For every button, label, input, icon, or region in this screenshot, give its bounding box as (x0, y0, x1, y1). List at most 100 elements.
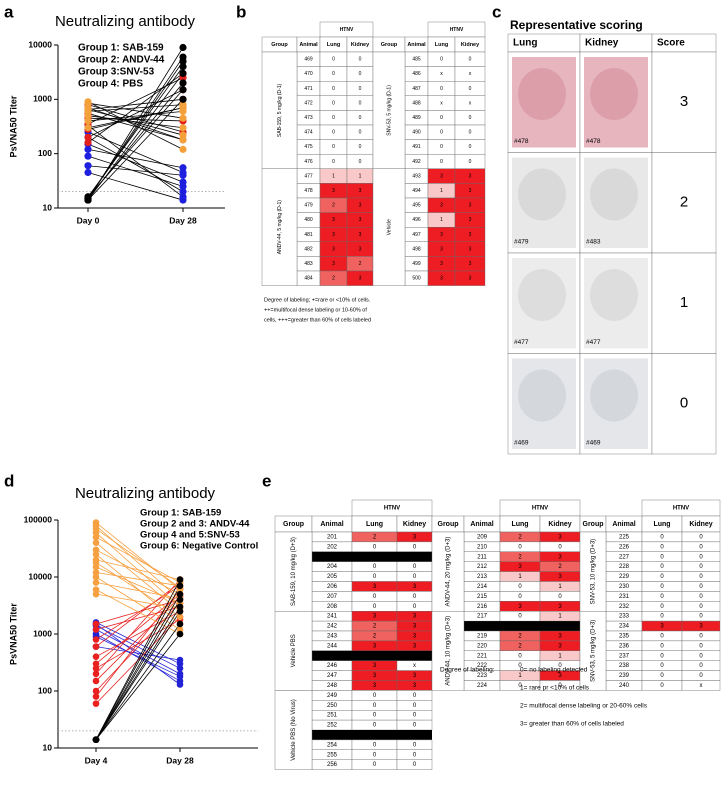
cell-text: 3 (373, 584, 377, 590)
cell-text: 0 (518, 614, 522, 620)
point (176, 608, 184, 615)
cell-text: 202 (327, 544, 338, 550)
cell-text: 0 (413, 574, 417, 580)
cell-text: 0 (660, 554, 664, 560)
cell-text: 494 (412, 188, 421, 194)
column-header: Kidney (585, 38, 619, 49)
cell-text: 3 (373, 673, 377, 679)
table-header: HTNV (450, 27, 464, 33)
cell-text: 3 (332, 217, 335, 223)
group-label: SNV-53, 10 mg/kg (D+3) (591, 539, 597, 605)
cell-text: 0 (373, 594, 377, 600)
cell-text: 0 (660, 683, 664, 689)
cell-text: 0 (413, 752, 417, 758)
cell-text: 235 (619, 634, 630, 640)
column-header: Lung (366, 521, 383, 528)
point (179, 131, 187, 139)
cell-text: 0 (469, 57, 472, 63)
cell-text: 482 (304, 246, 313, 252)
cell-text: 0 (413, 703, 417, 709)
cell-text: 0 (660, 564, 664, 570)
table-cell (579, 611, 607, 691)
cell-text: 233 (619, 614, 630, 620)
cell-text: 3 (373, 663, 377, 669)
cell-text: 3 (359, 203, 362, 209)
cell-text: 0 (699, 535, 703, 541)
pair-line (95, 525, 181, 600)
column-header: Kidney (689, 521, 712, 528)
group-label: SAB-159, 10 mg/kg (D+3) (291, 537, 297, 606)
table-cell (261, 168, 298, 286)
cell-text: 220 (477, 643, 488, 649)
image-label: #478 (514, 138, 529, 145)
pair-line (95, 559, 181, 580)
cell-text: 1 (518, 673, 522, 679)
pair-line (95, 522, 181, 590)
cell-text: 209 (477, 535, 488, 541)
point (84, 145, 92, 153)
cell-text: 475 (304, 144, 313, 150)
cell-text: 497 (412, 232, 421, 238)
cell-text: 0 (413, 723, 417, 729)
point (84, 98, 92, 106)
pair-line (95, 611, 181, 740)
table-header: HTNV (673, 506, 689, 512)
cell-text: 0 (660, 544, 664, 550)
point (92, 670, 100, 678)
column-header: Group (438, 521, 459, 528)
cell-text: 480 (304, 217, 313, 223)
point (92, 677, 100, 685)
cell-text: 3 (440, 232, 443, 238)
cell-text: 0 (660, 594, 664, 600)
cell-text: 241 (327, 614, 338, 620)
cell-text: 3 (332, 246, 335, 252)
cell-text: 0 (518, 663, 522, 669)
cell-text: 3 (440, 173, 443, 179)
cell-text: 0 (359, 159, 362, 165)
cell-text: 0 (413, 544, 417, 550)
cell-text: 498 (412, 246, 421, 252)
cell-text: 236 (619, 643, 630, 649)
cell-text: 1 (558, 614, 562, 620)
image-label: #478 (586, 138, 601, 145)
point (92, 525, 100, 533)
point (84, 138, 92, 147)
point (176, 620, 184, 628)
pair-line (95, 599, 181, 740)
cell-text: 476 (304, 159, 313, 165)
cell-text: 212 (477, 564, 488, 570)
cell-text: 3 (440, 246, 443, 252)
score: 3 (680, 93, 688, 110)
cell-text: 0 (518, 594, 522, 600)
cell-text: 0 (373, 564, 377, 570)
pair-line (87, 109, 184, 136)
point (84, 152, 92, 160)
pair-line (95, 623, 181, 685)
pair-line (87, 101, 184, 150)
cell-text: x (700, 683, 703, 689)
cell-text: 0 (440, 144, 443, 150)
cell-text: 0 (413, 713, 417, 719)
panel-label: d (4, 471, 14, 490)
cell-text: 481 (304, 232, 313, 238)
cell-text: 0 (413, 564, 417, 570)
cell-text: 0 (699, 574, 703, 580)
cell-text: 470 (304, 71, 313, 77)
pair-line (95, 589, 181, 635)
pair-line (95, 582, 181, 599)
cell-text: 1 (440, 217, 443, 223)
cell-text: 490 (412, 130, 421, 136)
blank-row (312, 650, 432, 661)
point (92, 539, 100, 546)
cell-text: 3 (558, 643, 562, 649)
cell-text: 3 (413, 614, 417, 620)
cell-text: 489 (412, 115, 421, 121)
x-tick-label: Day 28 (169, 215, 197, 225)
chart-title: Neutralizing antibody (75, 485, 216, 502)
pair-line (95, 542, 181, 612)
cell-text: 3 (413, 624, 417, 630)
cell-text: x (440, 100, 443, 106)
footnote: ++=multifocal dense labeling or 10-60% o… (264, 307, 367, 313)
y-tick-label: 10000 (28, 571, 52, 581)
cell-text: 1 (440, 188, 443, 194)
